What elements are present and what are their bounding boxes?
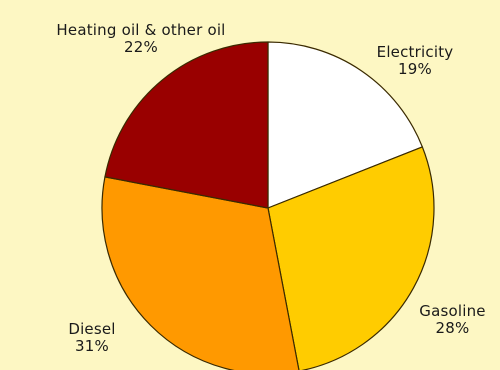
slice-label-diesel: Diesel 31%	[52, 321, 132, 355]
slice-label-percent: 28%	[435, 319, 470, 337]
slice-label-gasoline: Gasoline 28%	[405, 303, 500, 337]
slice-label-name: Diesel	[68, 320, 116, 338]
slice-label-name: Heating oil & other oil	[56, 21, 226, 39]
pie-slice-heating-oil-other-oil	[104, 41, 269, 209]
slice-label-name: Electricity	[376, 43, 454, 61]
slice-label-percent: 31%	[75, 337, 109, 355]
pie-slices	[101, 41, 435, 370]
pie-slice-diesel	[101, 176, 300, 370]
pie-slice-gasoline	[267, 146, 435, 370]
pie-slice-electricity	[267, 41, 423, 209]
slice-label-electricity: Electricity 19%	[355, 44, 475, 78]
slice-label-percent: 19%	[398, 60, 432, 78]
slice-label-name: Gasoline	[419, 302, 486, 320]
slice-label-percent: 22%	[124, 38, 158, 56]
slice-label-heating-oil: Heating oil & other oil 22%	[27, 22, 255, 56]
